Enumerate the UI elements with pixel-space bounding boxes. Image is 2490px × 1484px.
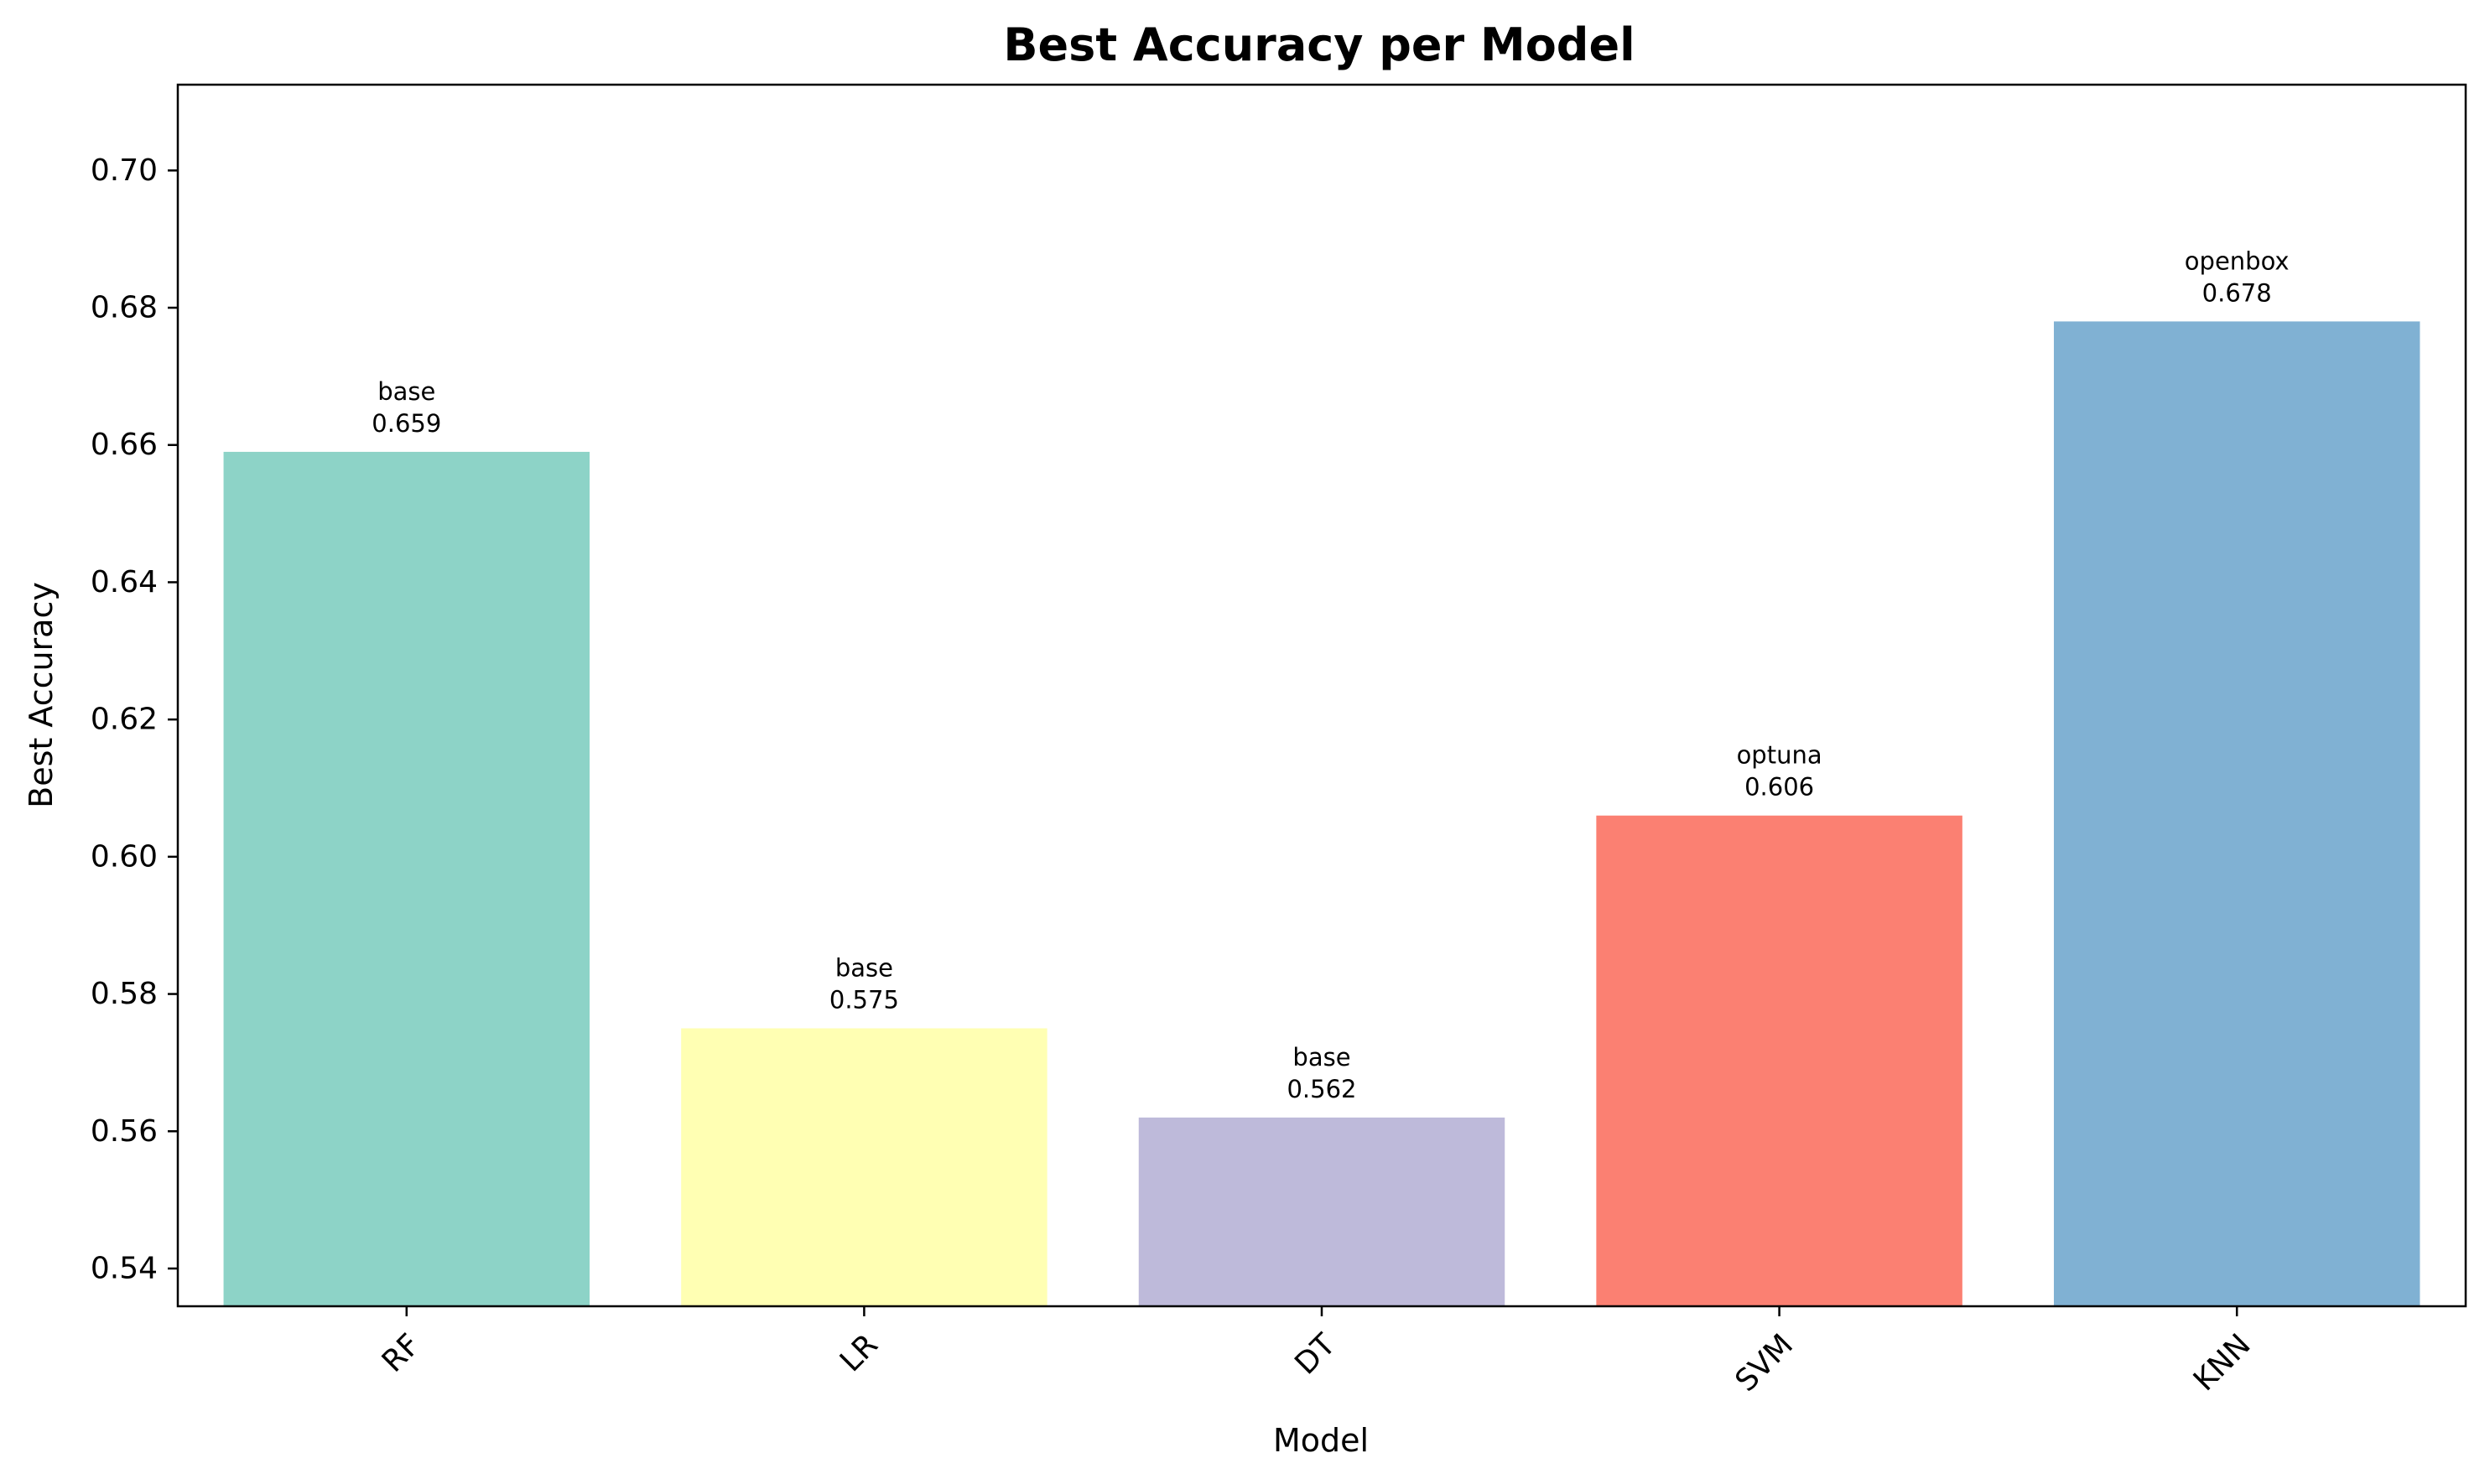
bar-value-label: 0.575 — [829, 985, 899, 1014]
y-tick-label: 0.66 — [91, 428, 158, 462]
y-tick-label: 0.70 — [91, 153, 158, 188]
x-tick-label: SVM — [1729, 1327, 1801, 1398]
x-axis: RF LR DT SVM KNN — [376, 1306, 2258, 1398]
y-tick-label: 0.62 — [91, 703, 158, 737]
y-tick-label: 0.54 — [91, 1251, 158, 1285]
bar-method-label: base — [835, 953, 893, 982]
x-tick-label: DT — [1288, 1327, 1343, 1382]
bar-value-label: 0.562 — [1287, 1075, 1356, 1103]
y-tick-label: 0.68 — [91, 291, 158, 325]
bar-method-label: openbox — [2185, 246, 2290, 275]
y-axis: 0.54 0.56 0.58 0.60 0.62 0.64 0.66 0.68 0.70 — [91, 153, 178, 1285]
x-tick-label: LR — [834, 1327, 885, 1378]
bars-group — [223, 321, 2420, 1307]
x-tick-label: RF — [376, 1327, 427, 1378]
bar-value-label: 0.606 — [1744, 773, 1814, 802]
bar-labels-group: base 0.659 base 0.575 base 0.562 optuna 0.606 op… — [372, 246, 2289, 1103]
bar-svm — [1596, 815, 1962, 1306]
bar-value-label: 0.678 — [2202, 278, 2272, 307]
bar-knn — [2053, 321, 2420, 1307]
bar-value-label: 0.659 — [372, 409, 441, 438]
y-axis-label: Best Accuracy — [23, 582, 60, 808]
bar-lr — [681, 1028, 1047, 1306]
y-tick-label: 0.58 — [91, 977, 158, 1011]
y-tick-label: 0.60 — [91, 839, 158, 874]
y-tick-label: 0.56 — [91, 1114, 158, 1149]
bar-method-label: optuna — [1737, 741, 1822, 770]
bar-rf — [223, 451, 590, 1306]
y-tick-label: 0.64 — [91, 565, 158, 599]
bar-method-label: base — [377, 377, 435, 406]
chart-title: Best Accuracy per Model — [1003, 18, 1635, 71]
x-axis-label: Model — [1273, 1422, 1369, 1459]
bar-dt — [1138, 1117, 1505, 1306]
bar-method-label: base — [1292, 1043, 1350, 1071]
x-tick-label: KNN — [2187, 1327, 2258, 1398]
plot-frame — [176, 83, 2467, 1308]
